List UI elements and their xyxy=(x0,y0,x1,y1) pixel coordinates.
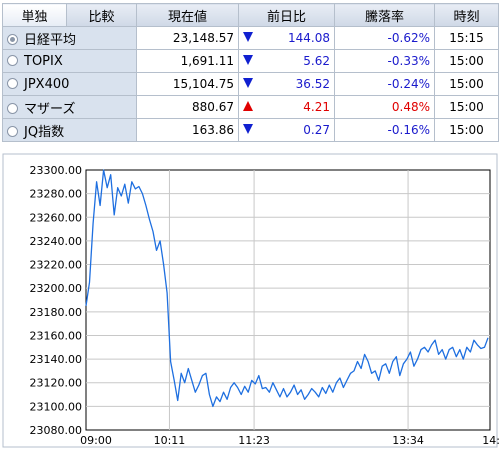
index-name: JQ指数 xyxy=(24,124,65,140)
time-cell: 15:15 xyxy=(434,26,499,50)
radio-icon[interactable] xyxy=(7,102,18,114)
tab-compare[interactable]: 比較 xyxy=(66,3,137,27)
change-cell: 0.27 xyxy=(238,118,335,142)
column-header-price: 現在値 xyxy=(136,3,239,27)
table-row[interactable]: JPX400 15,104.75 36.52 -0.24% 15:00 xyxy=(2,72,499,96)
index-name-cell[interactable]: JQ指数 xyxy=(2,118,137,142)
y-tick-label: 23200.00 xyxy=(30,282,83,295)
down-arrow-icon xyxy=(243,32,253,42)
price-cell: 15,104.75 xyxy=(136,72,239,96)
y-tick-label: 23220.00 xyxy=(30,259,83,272)
y-tick-label: 23180.00 xyxy=(30,306,83,319)
percent-cell: -0.33% xyxy=(334,49,435,73)
x-tick-label: 13:34 xyxy=(392,434,424,447)
change-value: 4.21 xyxy=(303,100,330,114)
index-quote-table: 単独 比較 現在値 前日比 騰落率 時刻 日経平均 23,148.57 144.… xyxy=(2,3,499,142)
time-cell: 15:00 xyxy=(434,72,499,96)
down-arrow-icon xyxy=(243,78,253,88)
up-arrow-icon xyxy=(243,101,253,111)
down-arrow-icon xyxy=(243,55,253,65)
price-cell: 23,148.57 xyxy=(136,26,239,50)
table-row[interactable]: マザーズ 880.67 4.21 0.48% 15:00 xyxy=(2,95,499,119)
change-value: 5.62 xyxy=(303,54,330,68)
change-value: 0.27 xyxy=(303,123,330,137)
column-header-change: 前日比 xyxy=(238,3,335,27)
y-tick-label: 23140.00 xyxy=(30,353,83,366)
table-header-row: 単独 比較 現在値 前日比 騰落率 時刻 xyxy=(2,3,499,27)
table-row[interactable]: TOPIX 1,691.11 5.62 -0.33% 15:00 xyxy=(2,49,499,73)
change-cell: 4.21 xyxy=(238,95,335,119)
index-name-cell[interactable]: TOPIX xyxy=(2,49,137,73)
time-cell: 15:00 xyxy=(434,49,499,73)
percent-cell: -0.16% xyxy=(334,118,435,142)
index-name-cell[interactable]: 日経平均 xyxy=(2,26,137,50)
time-cell: 15:00 xyxy=(434,118,499,142)
price-cell: 163.86 xyxy=(136,118,239,142)
change-cell: 144.08 xyxy=(238,26,335,50)
intraday-chart: 23300.00 23280.00 23260.00 23240.00 23220.00… xyxy=(2,153,500,448)
chart-frame xyxy=(2,153,498,448)
plot-area xyxy=(85,169,491,431)
y-tick-label: 23300.00 xyxy=(30,164,83,177)
series-line-nikkei xyxy=(85,169,489,408)
y-tick-label: 23260.00 xyxy=(30,211,83,224)
y-tick-label: 23280.00 xyxy=(30,188,83,201)
index-name: TOPIX xyxy=(24,53,63,69)
index-name: 日経平均 xyxy=(24,32,77,48)
change-cell: 5.62 xyxy=(238,49,335,73)
radio-icon[interactable] xyxy=(7,125,18,137)
index-name-cell[interactable]: JPX400 xyxy=(2,72,137,96)
column-header-time: 時刻 xyxy=(434,3,499,27)
index-name: マザーズ xyxy=(24,101,76,117)
radio-selected-icon[interactable] xyxy=(7,33,18,45)
x-tick-label: 14: xyxy=(482,434,500,447)
index-name-cell[interactable]: マザーズ xyxy=(2,95,137,119)
y-tick-label: 23160.00 xyxy=(30,329,83,342)
time-cell: 15:00 xyxy=(434,95,499,119)
y-tick-label: 23120.00 xyxy=(30,377,83,390)
percent-cell: 0.48% xyxy=(334,95,435,119)
price-cell: 880.67 xyxy=(136,95,239,119)
change-value: 36.52 xyxy=(295,77,330,91)
tab-single[interactable]: 単独 xyxy=(2,3,67,27)
table-row[interactable]: 日経平均 23,148.57 144.08 -0.62% 15:15 xyxy=(2,26,499,50)
y-tick-label: 23240.00 xyxy=(30,235,83,248)
table-row[interactable]: JQ指数 163.86 0.27 -0.16% 15:00 xyxy=(2,118,499,142)
percent-cell: -0.62% xyxy=(334,26,435,50)
price-cell: 1,691.11 xyxy=(136,49,239,73)
percent-cell: -0.24% xyxy=(334,72,435,96)
index-name: JPX400 xyxy=(24,76,70,92)
column-header-percent: 騰落率 xyxy=(334,3,435,27)
x-tick-label: 11:23 xyxy=(238,434,270,447)
y-tick-label: 23100.00 xyxy=(30,400,83,413)
change-cell: 36.52 xyxy=(238,72,335,96)
change-value: 144.08 xyxy=(288,31,330,45)
radio-icon[interactable] xyxy=(7,77,18,89)
down-arrow-icon xyxy=(243,124,253,134)
y-tick-label: 23080.00 xyxy=(30,424,83,437)
x-tick-label: 09:00 xyxy=(80,434,112,447)
x-tick-label: 10:11 xyxy=(154,434,186,447)
radio-icon[interactable] xyxy=(7,54,18,66)
